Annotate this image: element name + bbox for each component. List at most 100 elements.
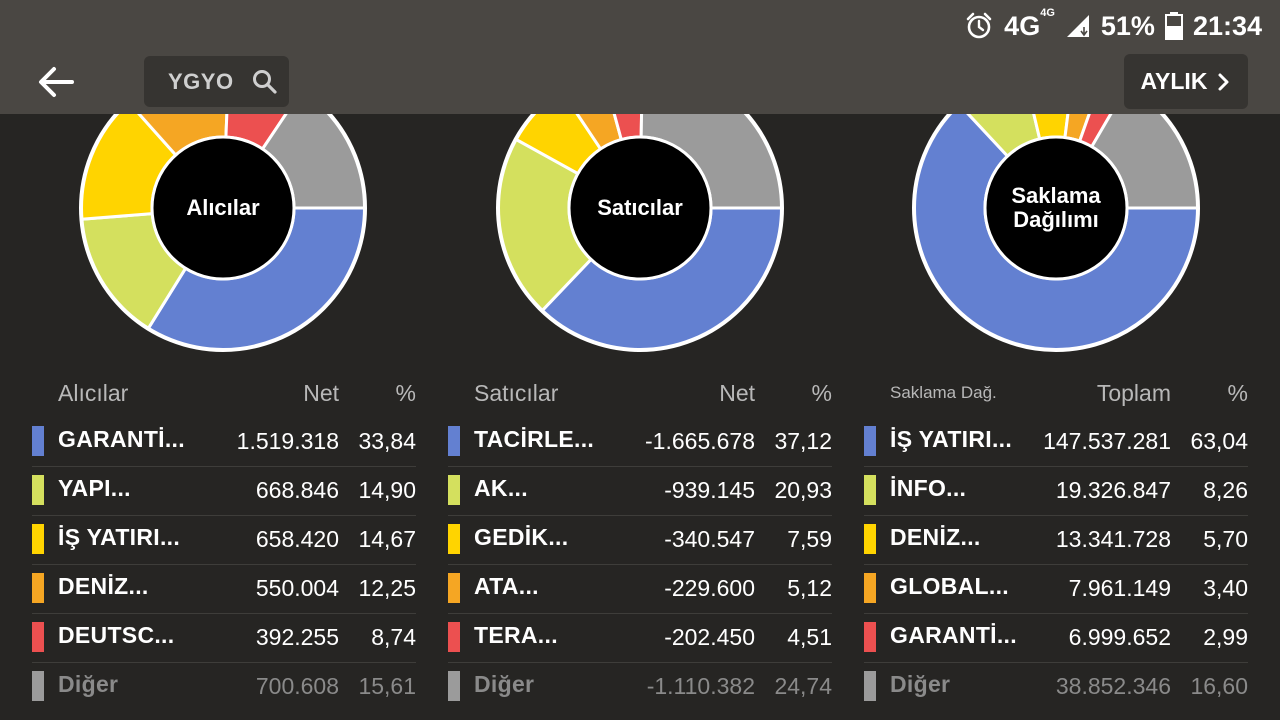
table-row[interactable]: TERA... -202.450 4,51 xyxy=(448,614,832,663)
institution-name: İNFO... xyxy=(890,475,967,501)
row-value: 147.537.281 xyxy=(1043,428,1171,454)
table-row[interactable]: GLOBAL... 7.961.149 3,40 xyxy=(864,565,1248,614)
row-percent: 63,04 xyxy=(1190,428,1248,454)
row-value: 700.608 xyxy=(255,673,339,699)
buyers-table: Alıcılar Net% GARANTİ... 1.519.318 33,84 YAPI… xyxy=(32,368,416,712)
column-header-percent: % xyxy=(395,379,416,406)
arrow-left-icon[interactable] xyxy=(36,62,76,102)
buyers-table-header: Alıcılar Net% xyxy=(32,368,416,418)
row-value: 550.004 xyxy=(255,575,339,601)
table-row[interactable]: ATA... -229.600 5,12 xyxy=(448,565,832,614)
custody-table: Saklama Dağ. Toplam% İŞ YATIRI... 147.537.2… xyxy=(864,368,1248,712)
row-percent: 5,12 xyxy=(787,575,832,601)
symbol-search-box[interactable]: YGYO xyxy=(144,56,289,107)
app-header: 4G4G 51% 21:34 YGYO AYLIK xyxy=(0,0,1280,114)
legend-swatch xyxy=(448,426,460,456)
chart-title-custody: Saklama Dağılımı xyxy=(1011,183,1101,232)
table-row[interactable]: AK... -939.145 20,93 xyxy=(448,467,832,516)
battery-percent: 51% xyxy=(1100,10,1155,41)
table-row[interactable]: TACİRLE... -1.665.678 37,12 xyxy=(448,418,832,467)
row-value: -229.600 xyxy=(664,575,755,601)
table-row[interactable]: Diğer 38.852.346 16,60 xyxy=(864,663,1248,712)
legend-swatch xyxy=(448,671,460,701)
institution-name: GEDİK... xyxy=(474,524,569,550)
chart-title-sellers: Satıcılar xyxy=(597,195,683,220)
legend-swatch xyxy=(32,671,44,701)
row-value: 6.999.652 xyxy=(1068,624,1171,650)
table-row[interactable]: Diğer 700.608 15,61 xyxy=(32,663,416,712)
table-row[interactable]: GEDİK... -340.547 7,59 xyxy=(448,516,832,565)
row-value: -1.665.678 xyxy=(645,428,755,454)
table-row[interactable]: GARANTİ... 6.999.652 2,99 xyxy=(864,614,1248,663)
institution-name: Diğer xyxy=(58,671,119,697)
row-value: -939.145 xyxy=(664,477,755,503)
period-selector-button[interactable]: AYLIK xyxy=(1124,54,1248,109)
sellers-center-hole xyxy=(567,135,713,281)
column-header-value: Toplam xyxy=(1096,379,1171,406)
row-percent: 33,84 xyxy=(358,428,416,454)
legend-swatch xyxy=(864,573,876,603)
custody-center-hole xyxy=(983,135,1129,281)
row-percent: 20,93 xyxy=(774,477,832,503)
row-percent: 8,74 xyxy=(371,624,416,650)
search-symbol-label: YGYO xyxy=(168,68,234,94)
table-row[interactable]: İŞ YATIRI... 658.420 14,67 xyxy=(32,516,416,565)
table-row[interactable]: DEUTSC... 392.255 8,74 xyxy=(32,614,416,663)
legend-swatch xyxy=(864,524,876,554)
institution-name: TACİRLE... xyxy=(474,426,595,452)
institution-name: GARANTİ... xyxy=(58,426,185,452)
institution-name: Diğer xyxy=(890,671,951,697)
row-percent: 12,25 xyxy=(358,575,416,601)
battery-icon xyxy=(1164,12,1183,40)
clock: 21:34 xyxy=(1192,10,1262,41)
legend-swatch xyxy=(448,573,460,603)
search-icon[interactable] xyxy=(252,69,278,95)
table-row[interactable]: DENİZ... 550.004 12,25 xyxy=(32,565,416,614)
institution-name: İŞ YATIRI... xyxy=(890,426,1013,452)
row-value: 13.341.728 xyxy=(1055,526,1171,552)
table-row[interactable]: İŞ YATIRI... 147.537.281 63,04 xyxy=(864,418,1248,467)
row-value: 1.519.318 xyxy=(236,428,339,454)
row-percent: 4,51 xyxy=(787,624,832,650)
network-indicator: 4G4G xyxy=(1004,6,1055,41)
chart-title-buyers: Alıcılar xyxy=(186,195,260,220)
institution-name: GARANTİ... xyxy=(890,622,1017,648)
legend-swatch xyxy=(864,475,876,505)
table-row[interactable]: İNFO... 19.326.847 8,26 xyxy=(864,467,1248,516)
row-value: -1.110.382 xyxy=(646,673,755,699)
table-row[interactable]: GARANTİ... 1.519.318 33,84 xyxy=(32,418,416,467)
legend-swatch xyxy=(864,622,876,652)
institution-name: TERA... xyxy=(474,622,558,648)
row-percent: 3,40 xyxy=(1203,575,1248,601)
row-value: 19.326.847 xyxy=(1055,477,1171,503)
row-value: -340.547 xyxy=(664,526,755,552)
row-percent: 5,70 xyxy=(1203,526,1248,552)
column-header-percent: % xyxy=(811,379,832,406)
row-percent: 8,26 xyxy=(1203,477,1248,503)
legend-swatch xyxy=(448,622,460,652)
table-row[interactable]: YAPI... 668.846 14,90 xyxy=(32,467,416,516)
institution-name: DEUTSC... xyxy=(58,622,175,648)
row-percent: 7,59 xyxy=(787,526,832,552)
row-percent: 2,99 xyxy=(1203,624,1248,650)
legend-swatch xyxy=(32,573,44,603)
column-header-value: Net xyxy=(719,379,755,406)
row-value: 38.852.346 xyxy=(1055,673,1171,699)
column-header-percent: % xyxy=(1227,379,1248,406)
table-row[interactable]: DENİZ... 13.341.728 5,70 xyxy=(864,516,1248,565)
signal-icon xyxy=(1066,15,1089,37)
row-value: 392.255 xyxy=(255,624,339,650)
legend-swatch xyxy=(448,524,460,554)
institution-name: Diğer xyxy=(474,671,535,697)
row-percent: 14,90 xyxy=(358,477,416,503)
legend-swatch xyxy=(32,524,44,554)
row-value: 668.846 xyxy=(255,477,339,503)
institution-name: GLOBAL... xyxy=(890,573,1009,599)
institution-name: YAPI... xyxy=(58,475,131,501)
row-value: 658.420 xyxy=(255,526,339,552)
table-row[interactable]: Diğer -1.110.382 24,74 xyxy=(448,663,832,712)
legend-swatch xyxy=(864,671,876,701)
institution-name: DENİZ... xyxy=(890,524,981,550)
institution-name: AK... xyxy=(474,475,528,501)
